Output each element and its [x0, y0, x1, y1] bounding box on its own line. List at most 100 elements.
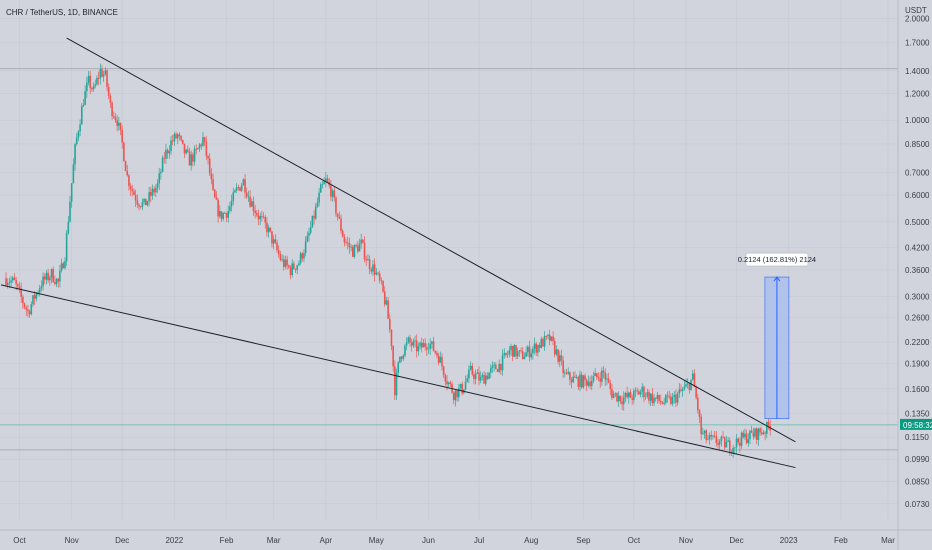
candle-body	[350, 246, 352, 248]
candle-body	[702, 433, 704, 435]
candle-body	[217, 199, 219, 217]
lower-support-trendline[interactable]	[0, 284, 796, 469]
candle-body	[87, 75, 90, 83]
candle-body	[446, 381, 448, 385]
candle-body	[441, 356, 443, 367]
y-tick-label: 0.2200	[905, 338, 930, 347]
candle-body	[404, 345, 406, 356]
trendlines[interactable]	[0, 37, 796, 469]
candle-body	[670, 396, 672, 404]
candle-body	[478, 372, 480, 381]
candle-body	[131, 189, 134, 192]
candle-body	[762, 432, 765, 434]
candle-body	[649, 393, 652, 401]
candle-body	[427, 348, 430, 350]
countdown-label: 09:58:32	[903, 421, 932, 430]
candle-body	[468, 369, 470, 379]
candle-body	[365, 259, 368, 261]
candle-body	[607, 378, 610, 383]
y-tick-label: 0.8500	[905, 140, 930, 149]
candle-body	[25, 307, 28, 310]
candle-body	[215, 197, 218, 200]
candle-body	[289, 267, 292, 276]
candle-body	[357, 245, 359, 252]
candle-body	[481, 375, 484, 377]
candle-body	[513, 345, 516, 357]
candle-body	[415, 340, 418, 352]
candle-body	[409, 337, 411, 343]
candle-body	[155, 188, 157, 193]
candle-body	[516, 351, 519, 357]
upper-resistance-trendline[interactable]	[66, 37, 796, 443]
price-axis[interactable]: 2.0000 1.7000 1.4000 1.2000 1.0000 0.8500 0.70…	[897, 0, 930, 550]
candle-body	[419, 342, 421, 347]
candle-body	[330, 185, 332, 197]
candle-body	[372, 264, 374, 272]
candle-body	[624, 393, 627, 398]
candle-body	[614, 392, 617, 394]
candle-body	[431, 341, 433, 344]
candle-body	[476, 372, 479, 374]
candle-body	[52, 269, 54, 282]
candle-body	[17, 284, 19, 287]
candle-body	[405, 342, 408, 346]
candle-body	[80, 106, 83, 125]
y-tick-label: 0.5000	[905, 218, 930, 227]
candle-body	[136, 200, 139, 205]
candle-body	[267, 227, 270, 233]
candle-body	[464, 381, 467, 390]
candle-body	[249, 196, 251, 207]
candle-body	[631, 397, 633, 400]
candle-body	[99, 69, 102, 79]
candle-body	[82, 104, 85, 107]
candle-body	[597, 376, 600, 379]
x-tick-label: Nov	[679, 536, 693, 545]
candle-body	[304, 241, 307, 254]
candle-body	[681, 389, 684, 391]
candle-body	[424, 343, 426, 348]
price-range-measure[interactable]: 0.2124 (162.81%) 2124	[738, 252, 816, 419]
candle-body	[500, 363, 502, 371]
candle-body	[84, 91, 86, 105]
candle-body	[370, 269, 373, 272]
candle-body	[402, 355, 405, 359]
candle-body	[149, 192, 152, 196]
candle-body	[506, 354, 509, 355]
candle-body	[232, 192, 235, 201]
candle-body	[673, 394, 676, 398]
candle-body	[735, 438, 738, 448]
candle-body	[180, 135, 182, 140]
x-tick-label: Sep	[576, 536, 591, 545]
candle-body	[123, 142, 125, 162]
candle-body	[754, 428, 756, 437]
candle-body	[688, 383, 691, 390]
candle-body	[335, 197, 337, 214]
candle-body	[483, 375, 485, 384]
candle-body	[276, 242, 278, 251]
candle-body	[224, 212, 226, 214]
candle-body	[444, 375, 447, 382]
candle-body	[326, 178, 329, 182]
candle-body	[269, 227, 272, 232]
candle-body	[700, 416, 702, 435]
candle-body	[340, 218, 342, 231]
candle-body	[86, 82, 88, 92]
candle-body	[732, 447, 734, 454]
candle-body	[432, 341, 435, 351]
candle-body	[668, 396, 670, 398]
candle-body	[336, 213, 339, 217]
y-tick-label: 2.0000	[905, 15, 930, 24]
candle-body	[301, 253, 304, 259]
candle-body	[691, 373, 694, 380]
candle-body	[538, 345, 541, 348]
candle-body	[601, 370, 603, 382]
candle-body	[225, 212, 228, 218]
candle-body	[488, 372, 490, 379]
candle-body	[15, 279, 17, 285]
candle-body	[410, 342, 413, 346]
candle-body	[392, 345, 394, 367]
candle-body	[234, 190, 236, 193]
time-axis[interactable]: Oct Nov Dec 2022 Feb Mar Apr May Jun Jul Aug Sep Oct…	[0, 529, 932, 545]
